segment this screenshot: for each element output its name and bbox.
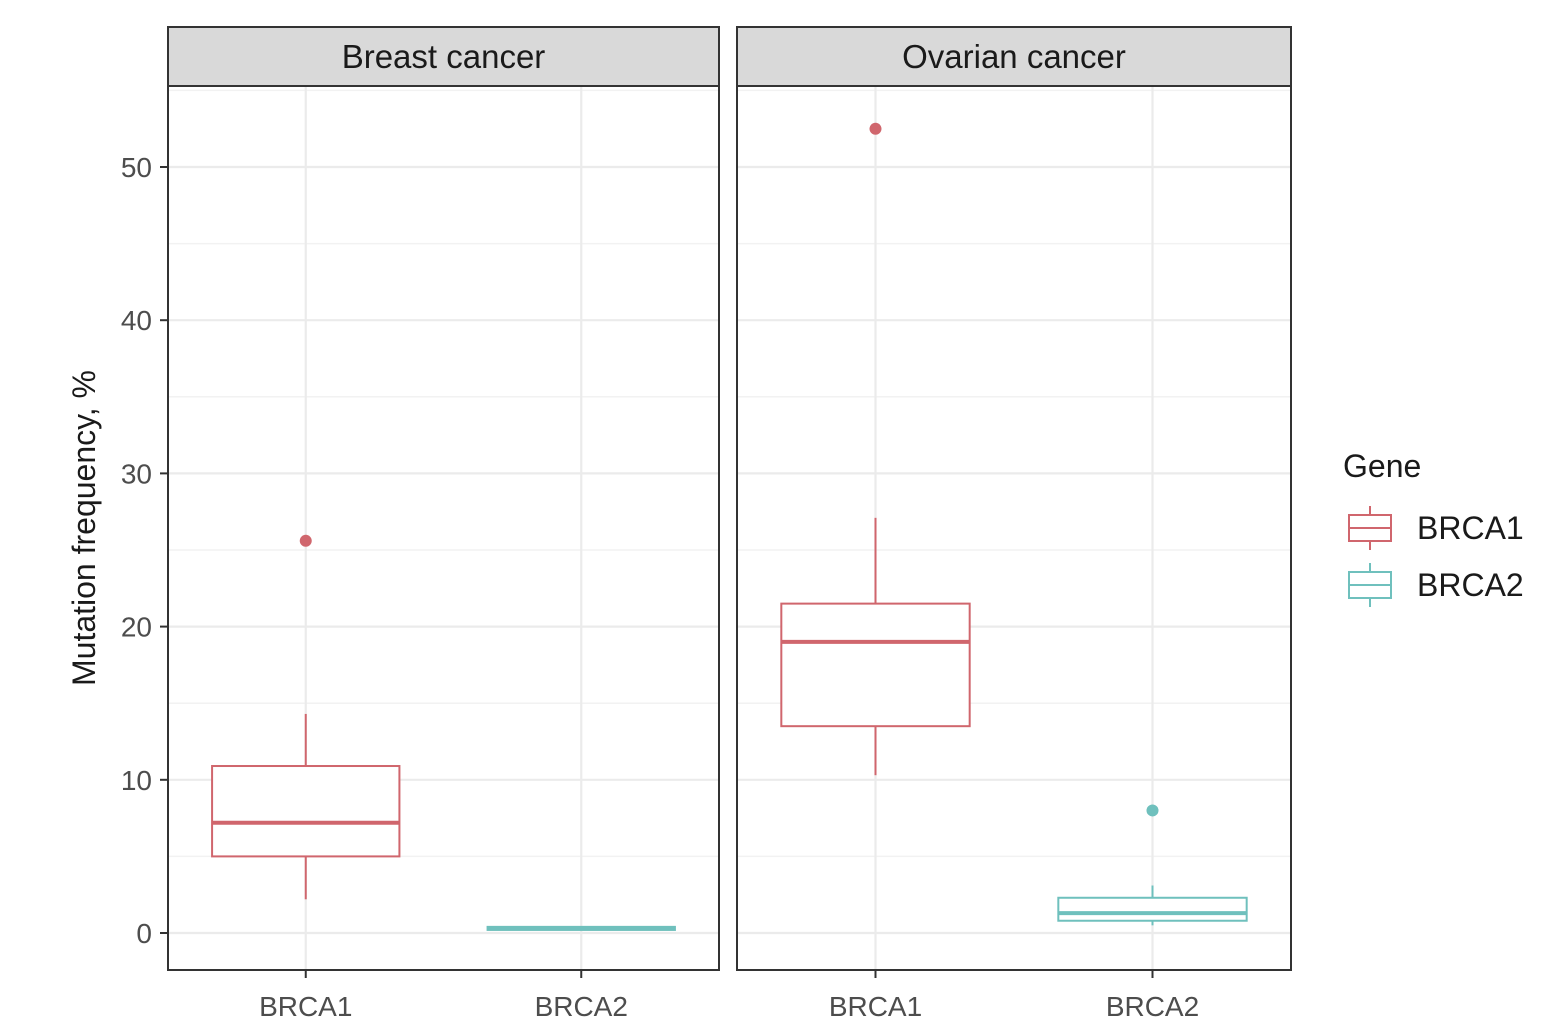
x-tick-label: BRCA1 [829,991,922,1022]
panel-background [737,86,1291,970]
y-tick-label: 10 [121,765,152,796]
box-iqr [211,765,401,858]
facet-strip [167,26,720,87]
y-axis-title: Mutation frequency, % [66,370,102,686]
facet-strip [736,26,1292,87]
outlier-point [1146,804,1159,817]
y-tick-label: 0 [136,918,152,949]
box-iqr [780,602,971,728]
legend-label: BRCA2 [1417,567,1524,603]
facet-title: Ovarian cancer [902,38,1126,75]
legend-label: BRCA1 [1417,510,1524,546]
y-tick-label: 40 [121,305,152,336]
x-tick-label: BRCA2 [535,991,628,1022]
y-tick-label: 30 [121,458,152,489]
box-iqr [1057,896,1248,922]
outlier-point [869,122,882,135]
y-tick-label: 50 [121,152,152,183]
y-tick-label: 20 [121,612,152,643]
facet-title: Breast cancer [342,38,546,75]
legend-title: Gene [1343,448,1421,484]
x-tick-label: BRCA2 [1106,991,1199,1022]
x-tick-label: BRCA1 [259,991,352,1022]
outlier-point [299,534,312,547]
